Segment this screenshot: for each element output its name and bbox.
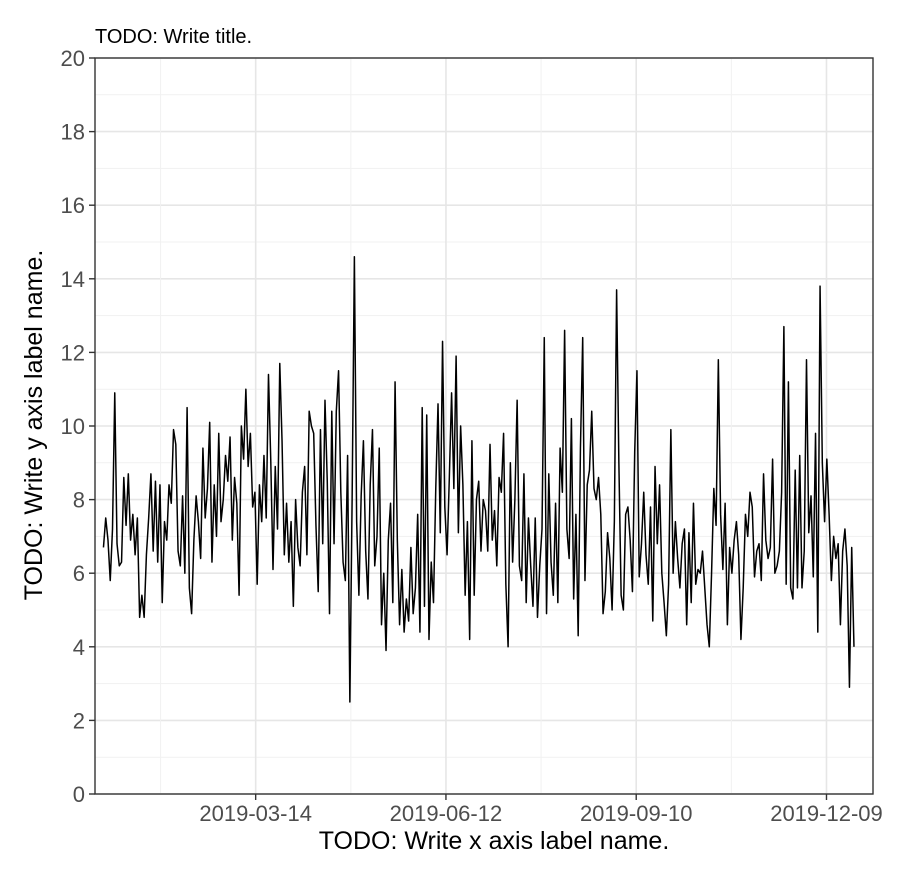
chart-title: TODO: Write title.: [95, 26, 252, 48]
grid: [95, 57, 873, 795]
y-tick-label: 18: [61, 120, 85, 145]
y-tick-label: 12: [61, 340, 85, 365]
x-axis-title: TODO: Write x axis label name.: [319, 827, 670, 855]
y-tick-label: 6: [73, 561, 85, 586]
y-tick-label: 20: [61, 46, 85, 71]
y-tick-label: 0: [73, 782, 85, 807]
y-tick-label: 14: [61, 267, 85, 292]
y-tick-label: 8: [73, 488, 85, 513]
x-tick-label: 2019-06-12: [390, 801, 503, 826]
y-tick-label: 16: [61, 193, 85, 218]
series-line: [102, 255, 855, 703]
y-tick-label: 10: [61, 414, 85, 439]
x-axis: 2019-03-14 2019-06-12 2019-09-10 2019-12-09: [199, 794, 883, 826]
y-tick-label: 4: [73, 635, 85, 660]
y-axis-title: TODO: Write y axis label name.: [20, 250, 48, 601]
y-axis: 0 2 4 6 8 10 12 14 16 18 20: [61, 46, 95, 807]
x-tick-label: 2019-09-10: [580, 801, 693, 826]
x-tick-label: 2019-12-09: [770, 801, 883, 826]
x-tick-label: 2019-03-14: [199, 801, 312, 826]
y-tick-label: 2: [73, 708, 85, 733]
